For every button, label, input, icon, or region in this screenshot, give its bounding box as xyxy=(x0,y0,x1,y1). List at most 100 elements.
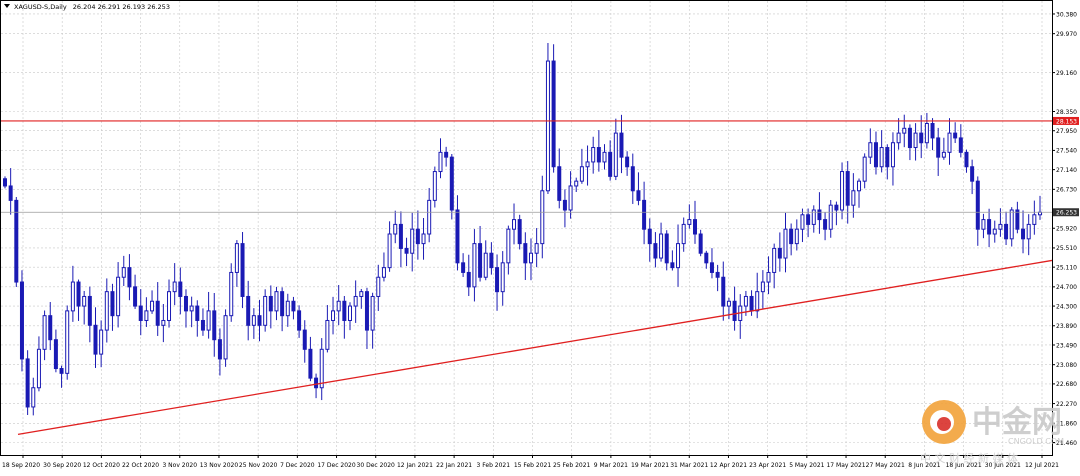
candles xyxy=(3,43,1042,416)
candle-body xyxy=(664,233,669,264)
candle-body xyxy=(212,310,217,341)
x-tick-label: 31 Mar 2021 xyxy=(670,462,708,469)
candle-body xyxy=(36,348,41,389)
candle-body xyxy=(133,286,138,307)
candle-body xyxy=(1021,228,1026,240)
candle-body xyxy=(183,295,188,312)
price-axis: 30.380 29.970 29.160 28.350 27.950 27.540 27.1… xyxy=(1052,11,1079,447)
candle-body xyxy=(144,310,149,321)
y-tick-label: 29.160 xyxy=(1056,70,1077,77)
x-tick-label: 27 May 2021 xyxy=(866,462,905,469)
candle-body xyxy=(613,132,618,177)
x-tick-label: 7 Dec 2020 xyxy=(280,462,315,469)
candle-body xyxy=(31,387,36,408)
candle-body xyxy=(783,228,788,259)
candle-body xyxy=(964,151,969,168)
candle-body xyxy=(449,156,454,211)
candle-body xyxy=(161,319,166,326)
candle-body xyxy=(732,300,737,321)
candle-body xyxy=(432,171,437,201)
candle-body xyxy=(930,123,935,139)
y-tick-label: 27.950 xyxy=(1056,128,1077,135)
x-tick-label: 8 Jun 2021 xyxy=(908,462,940,469)
candle-body xyxy=(845,171,850,206)
candle-body xyxy=(681,223,686,245)
candle-body xyxy=(1038,211,1042,216)
candle-body xyxy=(42,315,47,350)
x-tick-label: 19 Mar 2021 xyxy=(631,462,669,469)
x-tick-label: 9 Mar 2021 xyxy=(594,462,628,469)
candle-body xyxy=(562,199,567,211)
candle-body xyxy=(551,60,556,168)
candle-body xyxy=(970,166,975,182)
candle-body xyxy=(495,267,500,293)
candle-body xyxy=(602,151,607,163)
candle-body xyxy=(342,300,347,321)
candle-body xyxy=(704,252,709,264)
grid xyxy=(1,1,1052,455)
candle-body xyxy=(353,295,358,307)
candle-body xyxy=(851,190,856,206)
candle-body xyxy=(1026,223,1031,240)
candle-body xyxy=(76,281,81,307)
candle-body xyxy=(268,295,273,312)
candle-body xyxy=(709,262,714,273)
resistance-tag xyxy=(1053,116,1079,125)
candle-body xyxy=(760,281,765,293)
candle-body xyxy=(336,300,341,312)
support-trendline xyxy=(17,259,1053,435)
candle-body xyxy=(840,171,845,211)
x-tick-label: 13 Nov 2020 xyxy=(200,462,239,469)
candle-body xyxy=(438,151,443,173)
candle-body xyxy=(14,199,19,283)
candle-body xyxy=(800,214,805,230)
x-tick-label: 25 Feb 2021 xyxy=(553,462,591,469)
candle-body xyxy=(25,358,30,408)
candle-body xyxy=(65,310,70,374)
candle-body xyxy=(924,123,929,144)
candle-body xyxy=(947,132,952,153)
overlay-lines xyxy=(1,120,1053,435)
y-tick-label: 23.080 xyxy=(1056,362,1077,369)
x-tick-label: 12 Jul 2021 xyxy=(1025,462,1059,469)
candle-body xyxy=(1032,214,1037,225)
candle-body xyxy=(823,219,828,230)
candle-body xyxy=(540,190,545,245)
candle-body xyxy=(585,161,590,168)
candle-body xyxy=(398,223,403,249)
candle-body xyxy=(200,319,205,331)
candle-body xyxy=(528,252,533,264)
candle-body xyxy=(625,156,630,168)
candle-body xyxy=(291,300,296,312)
candle-body xyxy=(534,243,539,254)
candle-body xyxy=(873,142,878,168)
current-price-label: 26.253 xyxy=(1056,210,1077,217)
candle-body xyxy=(919,132,924,144)
candle-body xyxy=(806,214,811,225)
candle-body xyxy=(478,243,483,278)
x-tick-label: 18 Jun 2021 xyxy=(946,462,982,469)
candle-body xyxy=(104,291,109,331)
candle-body xyxy=(896,132,901,144)
candle-body xyxy=(608,151,613,177)
x-tick-label: 25 Nov 2020 xyxy=(239,462,278,469)
chart-header: XAGUSD-S,Daily 26.204 26.291 26.193 26.2… xyxy=(14,3,170,11)
x-tick-label: 30 Sep 2020 xyxy=(43,462,81,469)
candle-body xyxy=(444,151,449,158)
resistance-tag-label: 28.153 xyxy=(1056,118,1077,125)
candle-body xyxy=(308,348,313,379)
x-tick-label: 12 Apr 2021 xyxy=(710,462,747,469)
candle-body xyxy=(82,295,87,307)
candle-body xyxy=(3,178,7,187)
candle-body xyxy=(455,209,460,264)
candle-body xyxy=(370,295,375,331)
candle-body xyxy=(217,339,222,360)
candle-body xyxy=(811,209,816,225)
y-tick-label: 23.890 xyxy=(1056,323,1077,330)
y-tick-label: 25.110 xyxy=(1056,264,1077,271)
candle-body xyxy=(421,233,426,245)
candle-body xyxy=(885,147,890,168)
candle-body xyxy=(110,291,115,317)
